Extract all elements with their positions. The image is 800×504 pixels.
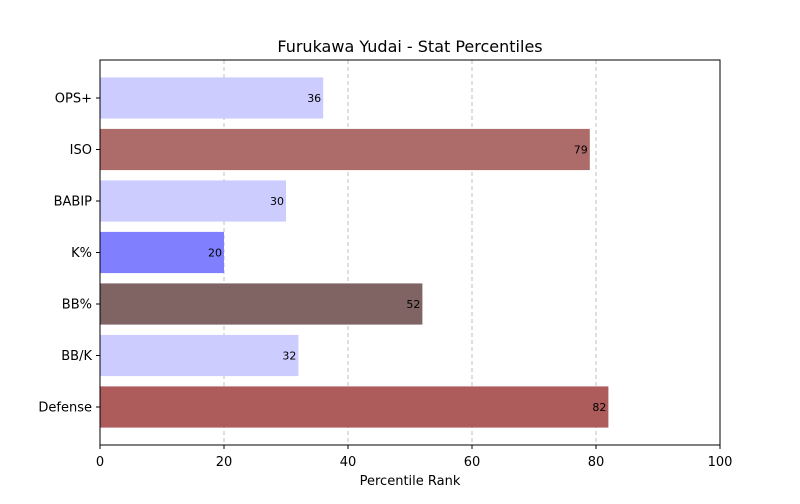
data-label: 79: [574, 144, 588, 157]
y-tick-label: OPS+: [55, 92, 92, 107]
x-tick-label: 60: [464, 455, 481, 470]
bar: [100, 77, 324, 119]
data-label: 82: [592, 401, 606, 414]
bar: [100, 283, 423, 325]
x-tick-label: 100: [708, 455, 733, 470]
x-axis: 0 20 40 60 80 100: [96, 445, 733, 470]
bar: [100, 128, 590, 171]
bar: [100, 386, 609, 428]
bar: [100, 334, 299, 377]
y-tick-label: BABIP: [54, 195, 93, 210]
x-axis-label: Percentile Rank: [360, 474, 461, 489]
y-tick-label: Defense: [38, 401, 92, 416]
data-labels: 36 79 30 20 52 32 82: [208, 92, 606, 414]
bar: [100, 180, 286, 222]
data-label: 36: [307, 92, 321, 105]
chart-title: Furukawa Yudai - Stat Percentiles: [277, 37, 542, 56]
data-label: 20: [208, 247, 222, 260]
x-tick-label: 0: [96, 455, 104, 470]
data-label: 32: [282, 350, 296, 363]
x-tick-label: 40: [340, 455, 357, 470]
bar: [100, 231, 224, 274]
data-label: 30: [270, 195, 284, 208]
y-tick-label: K%: [71, 246, 92, 261]
x-tick-label: 20: [216, 455, 233, 470]
y-tick-label: BB%: [62, 298, 92, 313]
y-tick-label: BB/K: [61, 349, 92, 364]
y-axis: OPS+ ISO BABIP K% BB% BB/K Defense: [38, 92, 100, 416]
x-tick-label: 80: [588, 455, 605, 470]
bars: [100, 77, 609, 428]
data-label: 52: [406, 298, 420, 311]
y-tick-label: ISO: [70, 143, 92, 158]
